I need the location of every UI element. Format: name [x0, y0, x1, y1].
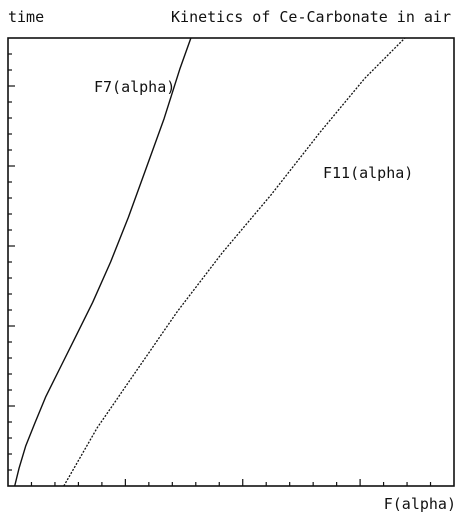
- x-axis-label: F(alpha): [384, 495, 456, 513]
- series-line-f11: [63, 37, 406, 487]
- plot-frame: [7, 37, 455, 487]
- chart-title: Kinetics of Ce-Carbonate in air: [171, 8, 451, 26]
- axis-ticks: [8, 53, 432, 486]
- series-label-f11: F11(alpha): [323, 164, 413, 182]
- series-label-f7: F7(alpha): [94, 78, 175, 96]
- series-line-f7: [14, 37, 192, 487]
- series-layer: [14, 37, 406, 487]
- y-axis-label: time: [8, 8, 44, 26]
